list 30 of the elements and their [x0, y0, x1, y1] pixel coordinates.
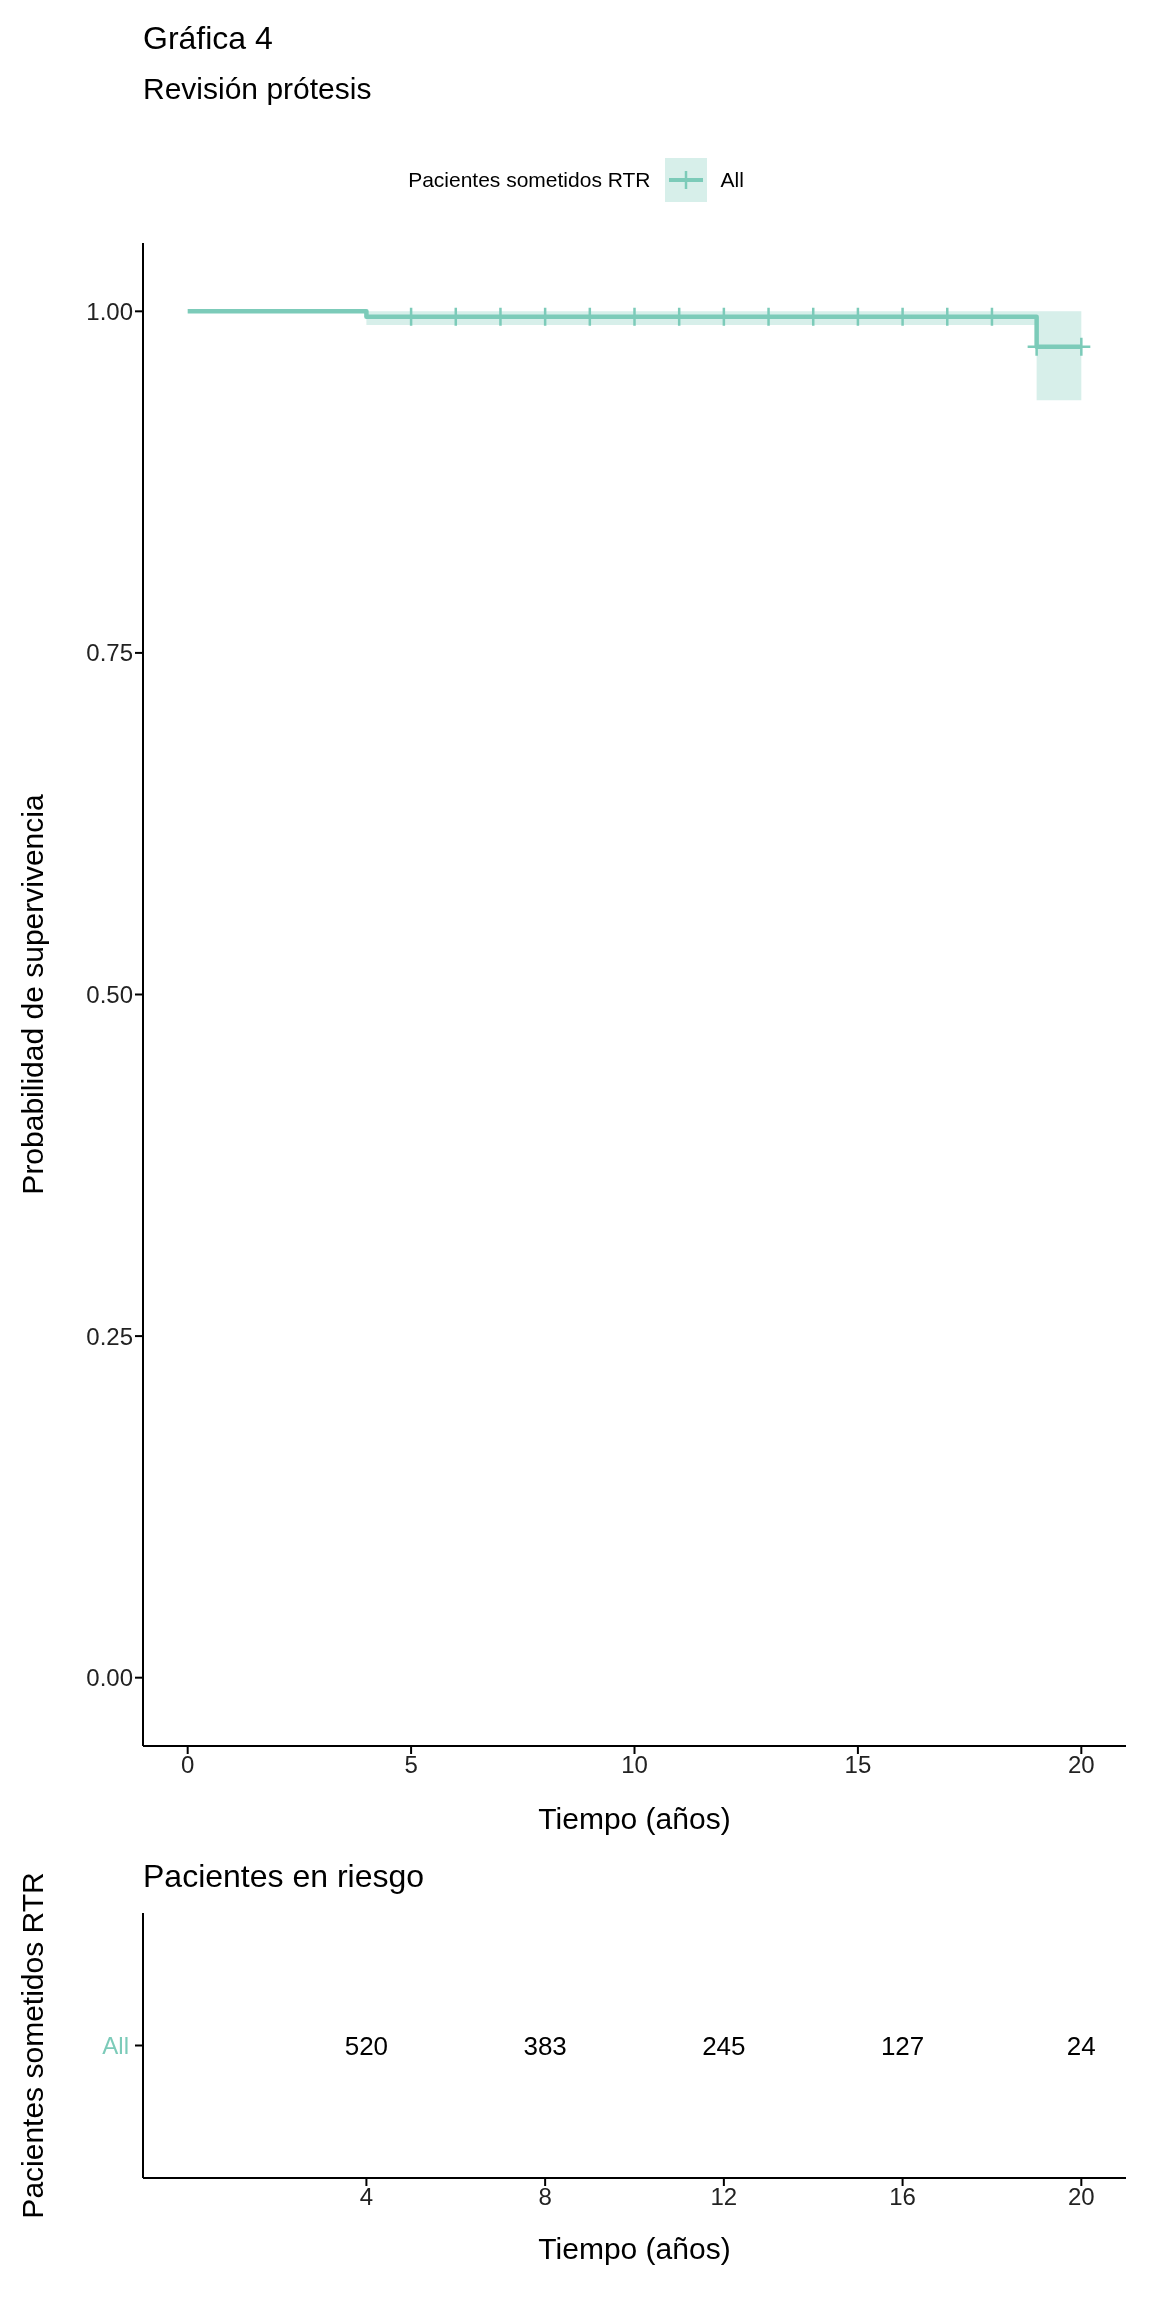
chart-title: Gráfica 4: [143, 20, 273, 57]
x-tick-label: 12: [710, 2183, 738, 2211]
legend-title: Pacientes sometidos RTR: [408, 168, 651, 192]
x-tick-label: 5: [404, 1751, 418, 1779]
y-tick-label: 0.25: [86, 1322, 133, 1350]
y-tick-label: 0.75: [86, 639, 133, 667]
x-tick-label: 20: [1067, 2183, 1095, 2211]
chart-subtitle: Revisión prótesis: [143, 72, 372, 106]
legend-label: All: [720, 168, 744, 192]
y-tick-label: 1.00: [86, 297, 133, 325]
y-tick-label: All: [102, 2031, 129, 2059]
x-tick-label: 0: [181, 1751, 195, 1779]
y-tick-label: 0.00: [86, 1664, 133, 1692]
x-tick-label: 8: [538, 2183, 552, 2211]
y-axis-title: Probabilidad de supervivencia: [15, 794, 49, 1195]
x-tick-label: 20: [1067, 1751, 1095, 1779]
x-axis-title: Tiempo (años): [538, 2232, 731, 2266]
y-axis-title: Pacientes sometidos RTR: [15, 1872, 49, 2219]
x-axis-title: Tiempo (años): [538, 1802, 731, 1836]
data-label: 127: [880, 2030, 925, 2061]
data-label: 520: [344, 2030, 389, 2061]
y-tick-label: 0.50: [86, 981, 133, 1009]
data-label: 245: [702, 2030, 746, 2061]
x-tick-label: 10: [621, 1751, 648, 1779]
data-label: 24: [1066, 2030, 1096, 2061]
x-tick-label: 15: [844, 1751, 872, 1779]
x-tick-label: 16: [889, 2183, 916, 2211]
chart-title: Pacientes en riesgo: [143, 1858, 425, 1895]
x-tick-label: 4: [359, 2183, 374, 2211]
data-label: 383: [523, 2030, 567, 2061]
